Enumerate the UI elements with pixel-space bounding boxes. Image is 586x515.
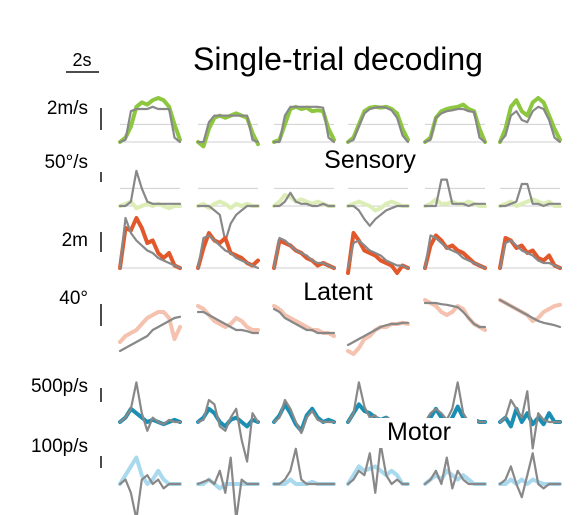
true-trace	[272, 304, 336, 338]
trial-row: 2m/s	[47, 96, 562, 149]
decoded-trace	[196, 456, 260, 515]
trial-row: 40°	[59, 288, 562, 356]
decoded-trace	[196, 234, 260, 270]
section-label: Latent	[303, 278, 373, 306]
row-scale-label: 40°	[59, 288, 88, 309]
decoded-trace	[118, 105, 182, 144]
section-label-backdrop	[361, 418, 477, 448]
row-scale-label: 100p/s	[31, 436, 88, 457]
decoded-trace	[196, 310, 260, 335]
section-label-backdrop	[280, 278, 396, 308]
decoded-trace	[346, 239, 410, 270]
decoded-trace	[346, 443, 410, 494]
trial-row: 500p/s	[31, 376, 562, 463]
decoded-trace	[423, 107, 487, 144]
decoded-trace	[423, 301, 487, 329]
section-label-backdrop	[312, 146, 428, 176]
decoded-trace	[498, 239, 562, 270]
decoded-trace	[196, 398, 260, 463]
true-trace	[118, 310, 182, 344]
row-scale-label: 2m	[62, 230, 88, 251]
decoded-trace	[118, 169, 182, 208]
true-trace	[196, 199, 260, 211]
true-trace	[498, 96, 562, 144]
section-label: Motor	[387, 418, 451, 446]
decoded-trace	[346, 105, 410, 144]
time-scale-label: 2s	[72, 50, 91, 70]
true-trace	[346, 199, 410, 213]
true-trace	[498, 298, 562, 323]
decoded-trace	[423, 456, 487, 490]
decoded-trace	[498, 452, 562, 499]
decoded-trace	[498, 105, 562, 144]
decoded-trace	[346, 321, 410, 347]
decoded-trace	[118, 381, 182, 432]
row-scale-label: 50°/s	[44, 152, 88, 173]
decoded-trace	[423, 234, 487, 270]
decoded-trace	[272, 447, 336, 486]
true-trace	[498, 197, 562, 208]
decoded-trace	[272, 398, 336, 435]
decoded-trace	[118, 474, 182, 515]
decoded-trace	[346, 204, 410, 227]
trial-row: 100p/s	[31, 436, 562, 515]
decoded-trace	[272, 105, 336, 144]
decoded-trace	[118, 216, 182, 270]
row-scale-label: 500p/s	[31, 376, 88, 397]
decoded-trace	[272, 236, 336, 270]
decoded-trace	[272, 307, 336, 335]
decoded-trace	[498, 182, 562, 208]
section-label: Sensory	[324, 146, 416, 174]
section-labels: Sensory Latent Motor	[280, 146, 477, 448]
true-trace	[346, 231, 410, 275]
decoded-trace	[196, 204, 260, 243]
decoded-trace	[423, 178, 487, 208]
decoded-trace	[118, 315, 182, 353]
figure-title: Single-trial decoding	[193, 41, 483, 77]
decoded-trace	[498, 390, 562, 450]
decoded-trace	[498, 298, 562, 329]
decoded-trace	[272, 191, 336, 208]
trial-row: 2m	[62, 216, 562, 275]
trial-row: 50°/s	[44, 152, 562, 243]
decoded-trace	[346, 381, 410, 424]
trial-rows: 2m/s 50°/s 2m 40° 500p/s 100p/s	[31, 96, 562, 515]
row-scale-label: 2m/s	[47, 98, 88, 119]
decoded-trace	[196, 114, 260, 144]
